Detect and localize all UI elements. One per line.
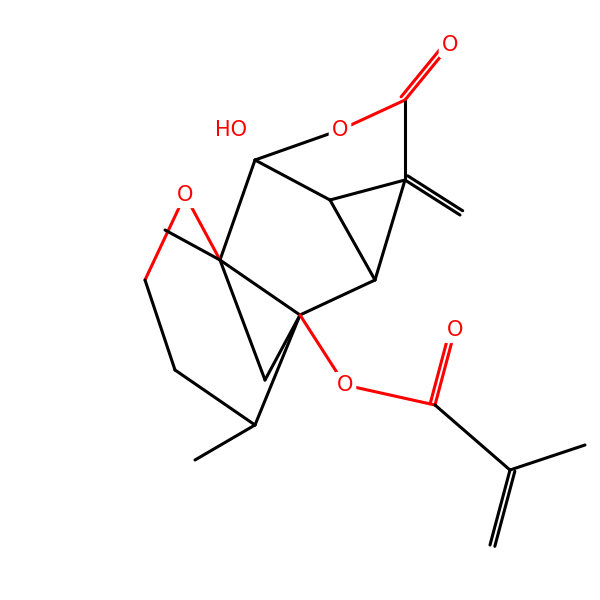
Text: O: O (332, 120, 348, 140)
Text: O: O (447, 320, 463, 340)
Text: O: O (177, 185, 193, 205)
Text: HO: HO (215, 120, 247, 140)
Text: O: O (442, 35, 458, 55)
Text: O: O (337, 375, 353, 395)
